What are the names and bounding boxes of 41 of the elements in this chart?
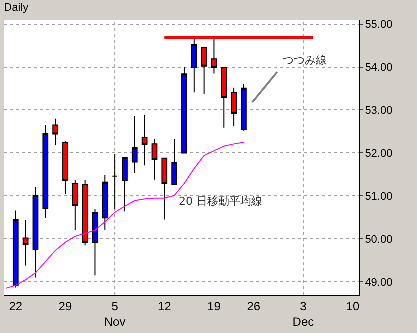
annotation: つつみ線 xyxy=(283,54,327,67)
annotation: 20 日移動平均線 xyxy=(179,195,262,208)
chart-title: Daily xyxy=(4,2,30,14)
x-tick-label: 19 xyxy=(208,299,222,314)
candlestick xyxy=(142,114,148,166)
candlestick xyxy=(162,158,168,220)
candlestick xyxy=(182,66,188,154)
candlestick xyxy=(122,157,128,212)
candlestick xyxy=(62,140,68,195)
y-tick-label: 50.00 xyxy=(365,234,393,246)
x-tick-label: 22 xyxy=(9,299,23,314)
candlestick xyxy=(32,186,39,278)
y-tick-label: 51.00 xyxy=(365,191,393,204)
candlestick xyxy=(42,124,49,220)
y-tick-label: 54.00 xyxy=(365,62,393,74)
candlestick xyxy=(201,47,208,95)
x-tick-label: 5 Nov xyxy=(104,299,126,329)
x-tick-label: 10 xyxy=(346,299,360,314)
candlestick xyxy=(92,208,98,276)
candlestick xyxy=(152,138,158,180)
candlestick xyxy=(231,87,237,127)
y-tick-label: 53.00 xyxy=(365,105,393,118)
candlestick xyxy=(22,220,29,266)
candlestick xyxy=(221,67,228,128)
x-tick-label: 26 xyxy=(247,299,261,314)
candlestick xyxy=(241,84,247,132)
candlestick xyxy=(102,174,108,232)
candlestick xyxy=(132,116,138,174)
candlestick xyxy=(172,138,178,186)
y-tick-label: 55.00 xyxy=(365,19,393,32)
candlestick xyxy=(72,180,78,232)
y-tick-label: 52.00 xyxy=(365,148,393,160)
x-tick-label: 29 xyxy=(58,299,72,314)
candlestick xyxy=(52,118,58,146)
candlestick xyxy=(12,210,19,288)
candlestick xyxy=(191,36,198,94)
candlestick xyxy=(112,154,118,210)
candlestick xyxy=(82,180,88,246)
x-tick-label: 12 xyxy=(158,299,172,314)
x-tick-label: 3 Dec xyxy=(292,299,314,329)
y-tick-label: 49.00 xyxy=(365,276,393,289)
